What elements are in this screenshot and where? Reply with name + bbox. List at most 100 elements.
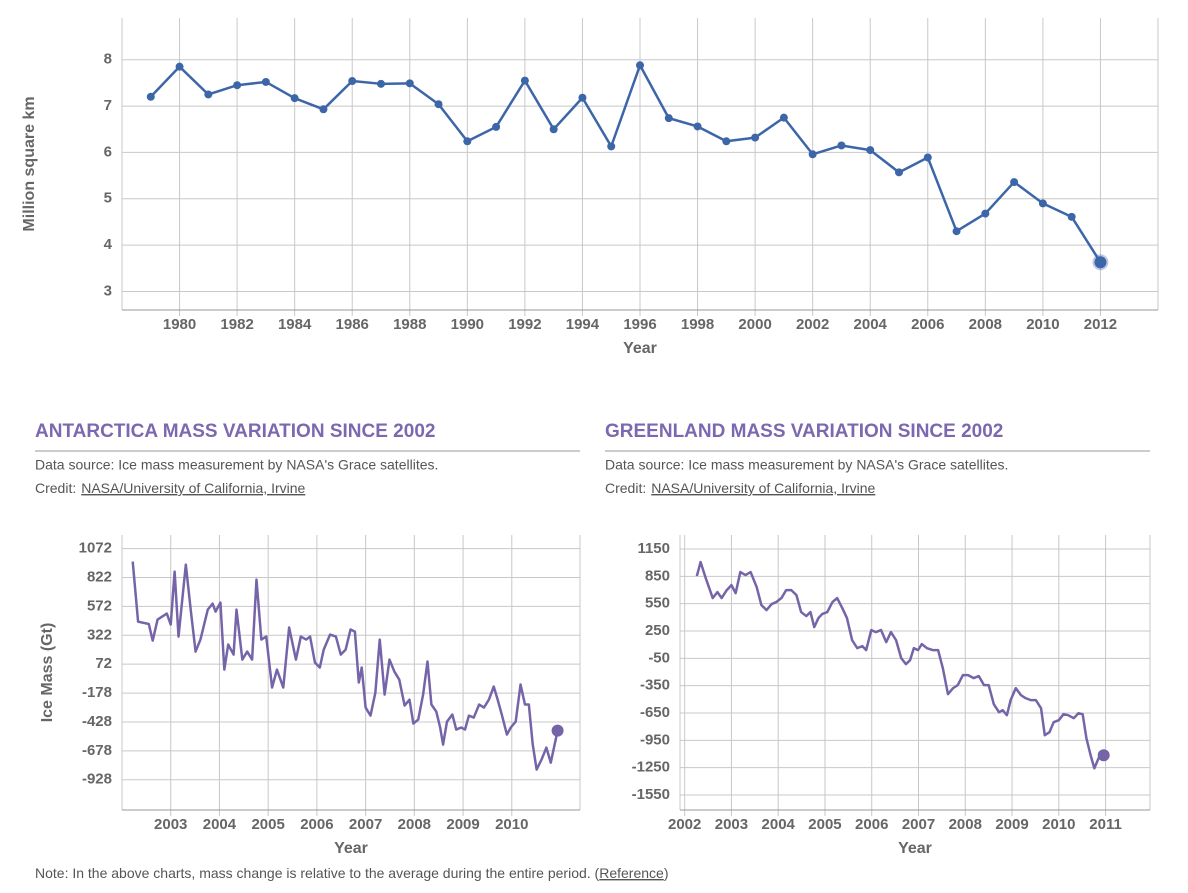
- y-tick-label: 4: [104, 236, 113, 253]
- point: [895, 168, 903, 177]
- point: [664, 114, 673, 123]
- point: [981, 209, 990, 218]
- x-tick-label: 2009: [446, 816, 479, 833]
- note-end: ): [664, 865, 669, 881]
- y-tick-label: -950: [640, 731, 670, 748]
- point: [405, 79, 414, 88]
- point: [693, 122, 702, 131]
- y-tick-label: 7: [104, 97, 112, 114]
- x-tick-label: 2008: [949, 816, 982, 833]
- point: [492, 122, 501, 131]
- x-tick-label: 1992: [508, 316, 541, 333]
- y-axis-label: Million square km: [21, 96, 38, 231]
- point: [722, 137, 731, 146]
- y-tick-label: 322: [87, 626, 112, 643]
- credit-label: Credit:: [605, 480, 646, 496]
- x-tick-label: 2006: [911, 316, 944, 333]
- x-tick-label: 1996: [623, 316, 656, 333]
- credit-link[interactable]: NASA/University of California, Irvine: [81, 480, 305, 496]
- point: [348, 77, 357, 86]
- x-tick-label: 2011: [1089, 816, 1122, 833]
- point: [377, 79, 385, 88]
- point: [1038, 199, 1047, 208]
- y-axis-label: Ice Mass (Gt): [39, 623, 56, 723]
- x-tick-label: 2010: [495, 816, 528, 833]
- y-tick-label: 850: [645, 567, 670, 584]
- data-source: Data source: Ice mass measurement by NAS…: [35, 457, 438, 473]
- y-tick-label: -678: [82, 742, 112, 759]
- y-tick-label: 3: [104, 282, 112, 299]
- note: Note: In the above charts, mass change i…: [35, 865, 668, 881]
- x-tick-label: 2007: [349, 816, 382, 833]
- point: [837, 141, 846, 150]
- point: [204, 90, 213, 99]
- x-tick-label: 1988: [393, 316, 426, 333]
- point: [952, 227, 961, 236]
- x-tick-label: 2002: [796, 316, 829, 333]
- x-tick-label: 1990: [451, 316, 484, 333]
- x-tick-label: 2007: [902, 816, 935, 833]
- point: [434, 100, 443, 109]
- point: [233, 81, 242, 90]
- x-tick-label: 2006: [300, 816, 333, 833]
- y-tick-label: -428: [82, 713, 112, 730]
- point: [520, 76, 529, 85]
- y-tick-label: -350: [640, 677, 670, 694]
- x-tick-label: 2000: [738, 316, 771, 333]
- point: [923, 153, 932, 162]
- reference-link[interactable]: Reference: [599, 865, 664, 881]
- point: [808, 150, 817, 159]
- note-text: Note: In the above charts, mass change i…: [35, 865, 600, 881]
- credit: Credit: NASA/University of California, Ir…: [605, 480, 876, 496]
- x-tick-label: 2010: [1042, 816, 1075, 833]
- point: [779, 113, 788, 122]
- y-tick-label: -50: [648, 649, 670, 666]
- y-tick-label: 250: [645, 622, 670, 639]
- point: [751, 133, 760, 142]
- point: [319, 105, 328, 114]
- y-tick-label: -1250: [632, 759, 670, 776]
- x-tick-label: 2004: [203, 816, 237, 833]
- y-tick-label: 572: [87, 597, 112, 614]
- y-tick-label: -178: [82, 684, 112, 701]
- end-marker: [1097, 749, 1110, 762]
- x-tick-label: 1994: [566, 316, 600, 333]
- x-tick-label: 1986: [336, 316, 369, 333]
- credit: Credit: NASA/University of California, Ir…: [35, 480, 306, 496]
- credit-label: Credit:: [35, 480, 76, 496]
- y-tick-label: -650: [640, 704, 670, 721]
- x-tick-label: 2012: [1084, 316, 1117, 333]
- series-line: [695, 560, 1105, 770]
- y-tick-label: 1072: [79, 540, 112, 557]
- series-line: [131, 561, 559, 771]
- point: [290, 94, 299, 103]
- x-tick-label: 2006: [855, 816, 888, 833]
- x-tick-label: 1982: [220, 316, 253, 333]
- x-tick-label: 2003: [715, 816, 748, 833]
- credit-link[interactable]: NASA/University of California, Irvine: [651, 480, 875, 496]
- x-tick-label: 2009: [995, 816, 1028, 833]
- x-tick-label: 2002: [668, 816, 701, 833]
- y-tick-label: 72: [95, 655, 112, 672]
- x-tick-label: 2004: [854, 316, 888, 333]
- point: [549, 125, 558, 134]
- point: [261, 77, 270, 86]
- x-axis-label: Year: [334, 840, 368, 857]
- point: [578, 93, 587, 102]
- x-tick-label: 1998: [681, 316, 714, 333]
- y-tick-label: 6: [104, 143, 112, 160]
- x-tick-label: 2004: [762, 816, 796, 833]
- point: [175, 62, 184, 71]
- panel-title: ANTARCTICA MASS VARIATION SINCE 2002: [35, 421, 435, 442]
- x-axis-label: Year: [898, 840, 932, 857]
- point: [636, 61, 644, 70]
- x-tick-label: 2005: [808, 816, 841, 833]
- x-tick-label: 2010: [1026, 316, 1059, 333]
- point: [866, 146, 875, 155]
- y-tick-label: -928: [82, 771, 112, 788]
- end-marker: [1094, 256, 1107, 269]
- point: [463, 137, 472, 146]
- data-source: Data source: Ice mass measurement by NAS…: [605, 457, 1008, 473]
- y-tick-label: 550: [645, 595, 670, 612]
